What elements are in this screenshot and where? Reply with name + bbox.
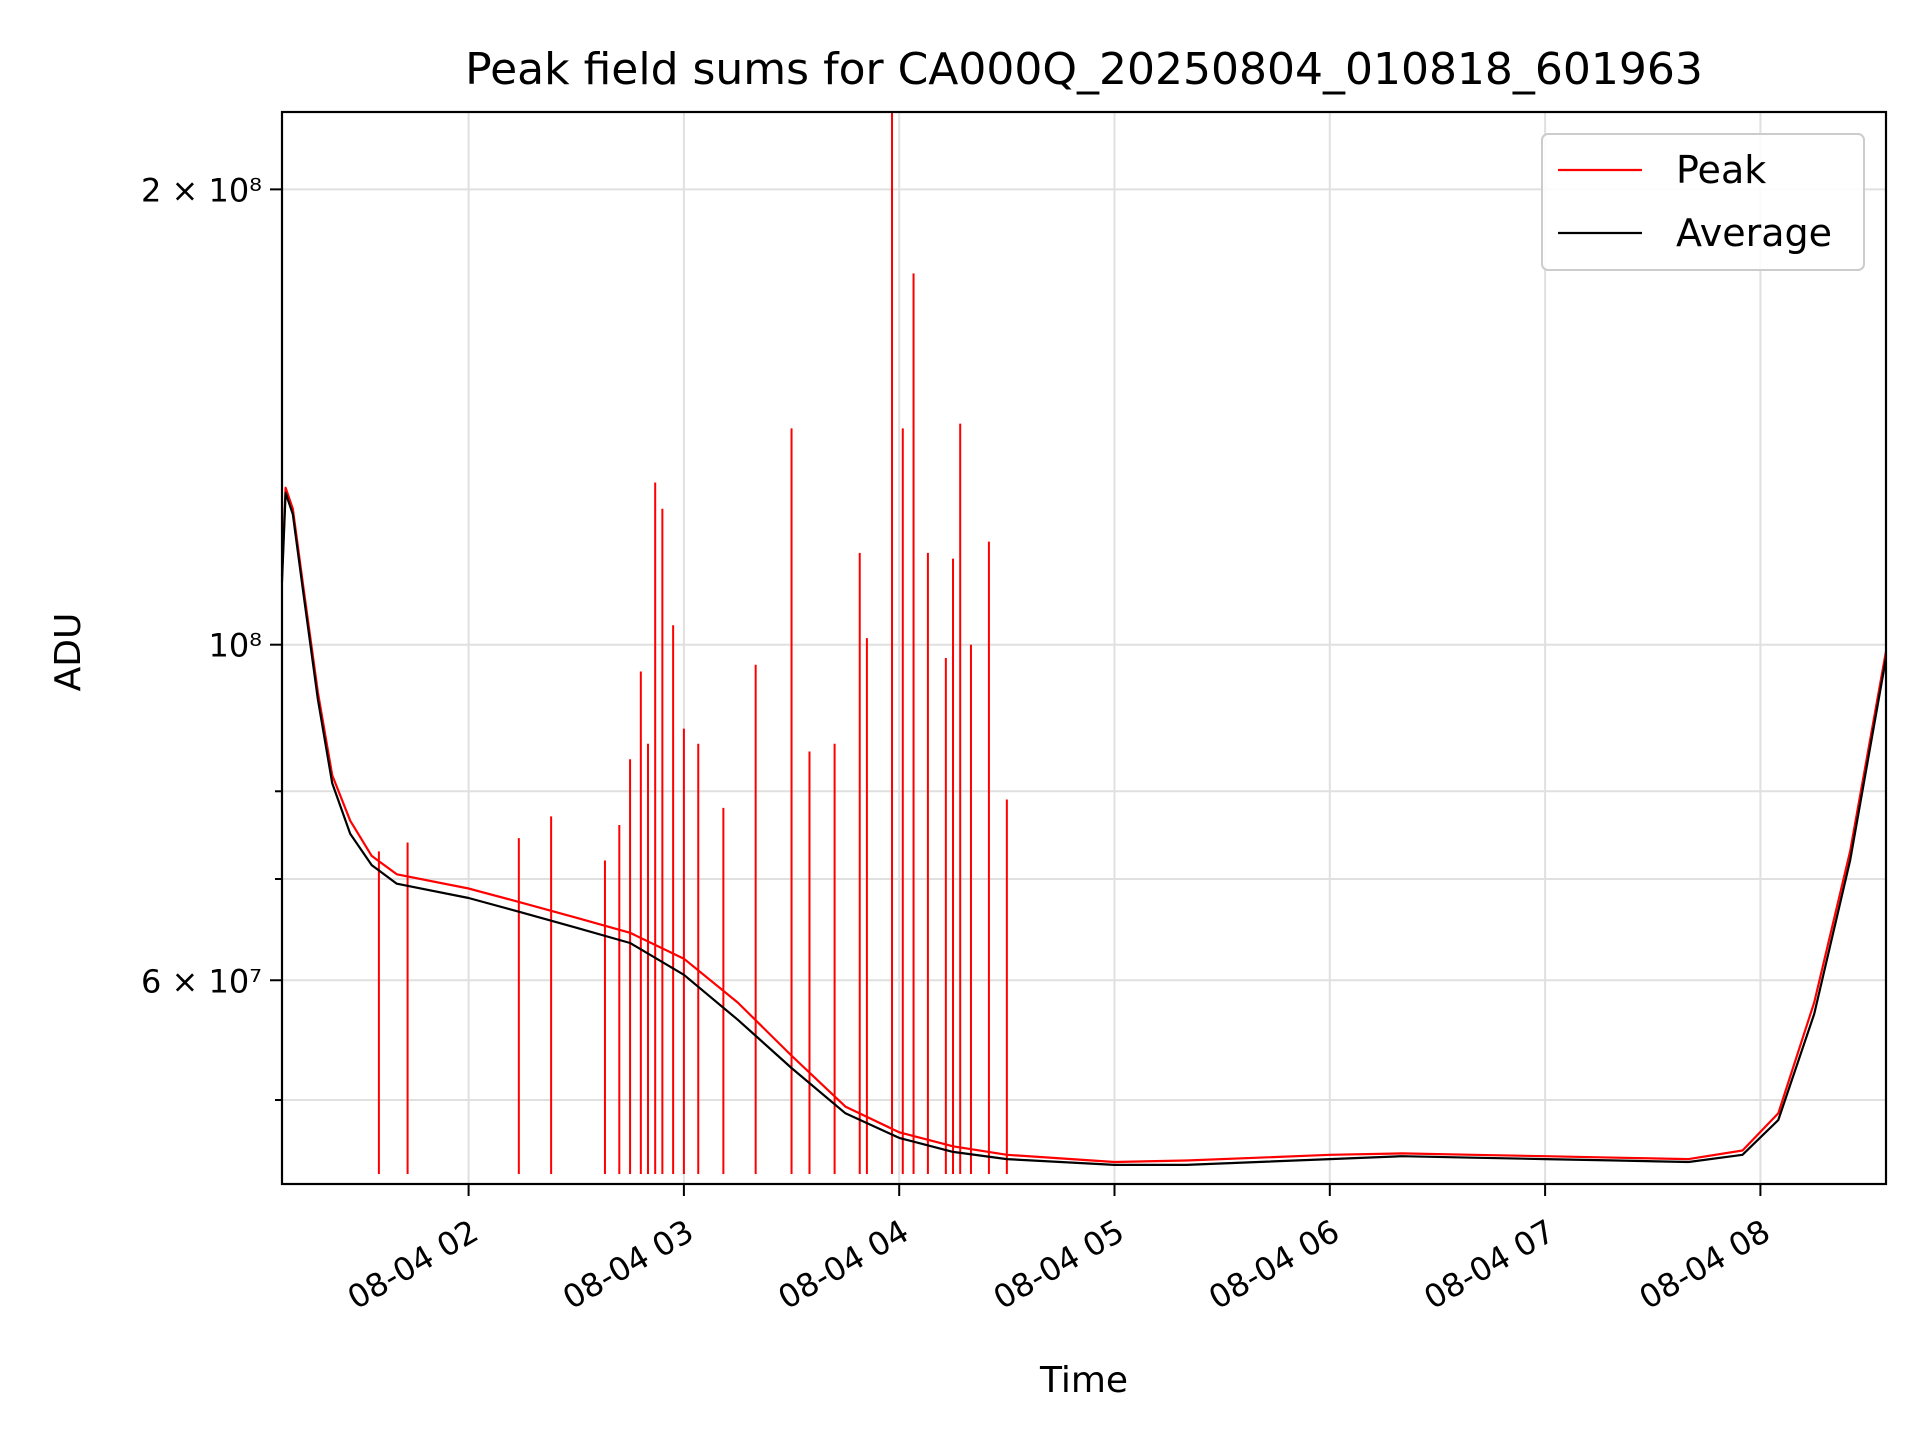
series-line-average	[280, 491, 1888, 1166]
legend: Peak Average	[1541, 133, 1865, 271]
legend-label-peak: Peak	[1676, 148, 1766, 192]
legend-label-average: Average	[1676, 211, 1832, 255]
chart-title: Peak field sums for CA000Q_20250804_0108…	[465, 44, 1703, 95]
x-axis-label: Time	[1039, 1360, 1128, 1401]
axes-frame	[280, 110, 1888, 1186]
legend-box	[1541, 133, 1865, 271]
y-tick-label: 6 × 10⁷	[141, 962, 262, 1000]
y-axis-label: ADU	[48, 613, 89, 692]
grid	[282, 112, 1886, 1184]
y-ticks: 2 × 10⁸ 10⁸ 6 × 10⁷	[141, 171, 282, 1102]
y-tick-label: 10⁸	[208, 627, 262, 665]
y-tick-label: 2 × 10⁸	[141, 171, 262, 209]
series-layer	[280, 112, 1888, 1174]
series-line-peak	[280, 486, 1888, 1164]
